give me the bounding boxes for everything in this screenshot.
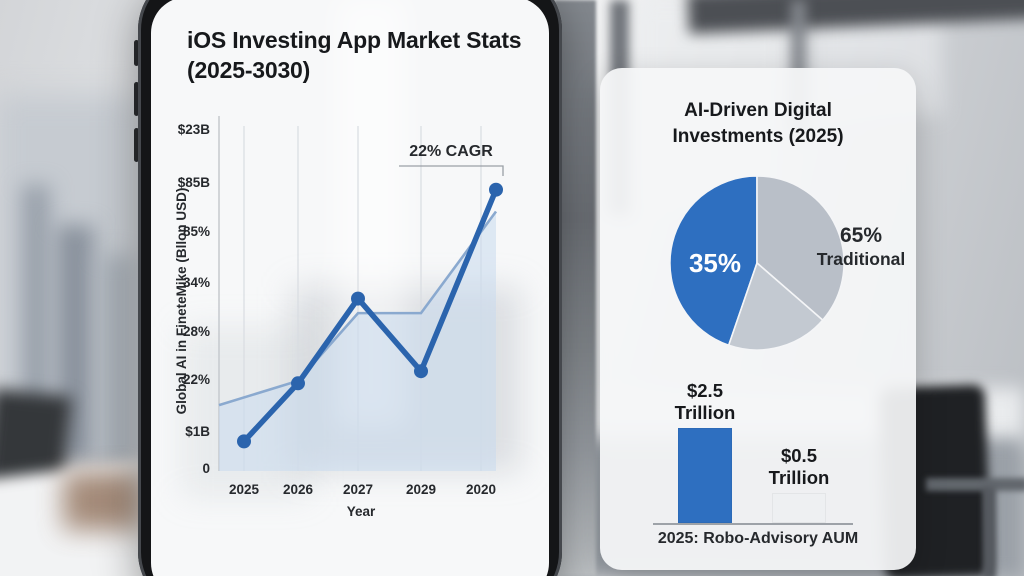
pie-chart: 35% xyxy=(669,175,845,351)
card-caption: 2025: Robo-Advisory AUM xyxy=(657,530,859,547)
bar xyxy=(772,493,826,523)
data-point-marker xyxy=(237,434,251,449)
y-tick-label: 22% xyxy=(183,372,210,387)
cagr-annotation: 22% CAGR xyxy=(409,143,493,160)
data-point-marker xyxy=(489,182,503,197)
y-tick-label: 0 xyxy=(202,461,210,476)
card-title: AI-Driven Digital Investments (2025) xyxy=(672,100,844,147)
data-point-marker xyxy=(291,376,305,391)
pie-slice-percent: 65% xyxy=(839,224,883,247)
background-table xyxy=(926,478,1024,491)
insight-card: AI-Driven Digital Investments (2025) 35%… xyxy=(600,68,916,570)
bar xyxy=(678,428,732,523)
y-tick-label: $1B xyxy=(185,424,210,439)
pie-slice-name: Traditional xyxy=(816,249,906,270)
x-tick-label: 2029 xyxy=(406,482,436,497)
y-tick-label: $85B xyxy=(178,175,211,190)
phone-side-button xyxy=(134,128,139,162)
data-point-marker xyxy=(414,364,428,379)
x-tick-label: 2020 xyxy=(466,482,496,497)
bar-chart-baseline xyxy=(653,523,853,525)
x-tick-label: 2026 xyxy=(283,482,314,497)
data-point-marker xyxy=(351,291,365,306)
y-tick-label: $23B xyxy=(178,122,211,137)
area-fill xyxy=(219,211,496,471)
background-city-tower xyxy=(100,255,132,470)
y-tick-label: 28% xyxy=(183,324,210,339)
phone-mockup: iOS Investing App Market Stats (2025-303… xyxy=(138,0,562,576)
x-tick-label: 2027 xyxy=(343,482,373,497)
line-chart: $23B $85B 85% 34% 28% 22% $1B 0 2025 2026 2027 2029… xyxy=(174,116,504,519)
phone-side-button xyxy=(134,40,139,66)
secondary-line xyxy=(218,210,498,407)
y-axis-title: Global AI in FineteMike (Bllon USD) xyxy=(174,188,189,415)
pie-slice-label-ai: 35% xyxy=(689,248,741,278)
chart-title: iOS Investing App Market Stats (2025-303… xyxy=(187,27,522,84)
pie-wedge xyxy=(756,175,845,321)
y-tick-label: 85% xyxy=(183,224,210,239)
x-axis-title: Year xyxy=(347,504,376,519)
background-object-blur xyxy=(63,472,141,530)
pie-wedge xyxy=(727,262,824,351)
y-tick-label: 34% xyxy=(183,275,210,290)
bar-value-label: $0.5 Trillion xyxy=(768,445,830,488)
phone-side-button xyxy=(134,82,139,116)
phone-screen: iOS Investing App Market Stats (2025-303… xyxy=(151,0,549,576)
bar-value-label: $2.5 Trillion xyxy=(674,380,736,423)
x-tick-label: 2025 xyxy=(229,482,260,497)
pie-wedge xyxy=(669,175,758,347)
background-table-leg xyxy=(983,487,996,576)
pie-slice-label-traditional: 65% Traditional xyxy=(808,223,914,271)
annotation-leader-line xyxy=(399,165,504,176)
bar-chart: $2.5 Trillion $0.5 Trillion xyxy=(600,68,916,570)
